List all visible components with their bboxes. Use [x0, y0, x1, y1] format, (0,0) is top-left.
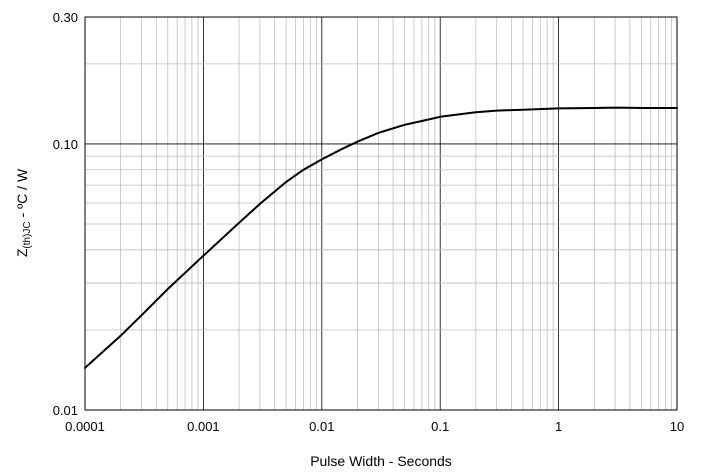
y-axis-title-subscript: (th)JC: [22, 221, 33, 248]
y-tick-labels: 0.01 0.10 0.30: [53, 10, 78, 418]
grid-lines: [84, 17, 677, 410]
x-tick-label: 0.0001: [65, 419, 105, 434]
series-line: [84, 106, 678, 369]
x-axis-title: Pulse Width - Seconds: [310, 453, 452, 469]
y-axis-title-suffix: - ºC / W: [14, 168, 30, 221]
x-tick-label: 0.001: [187, 419, 220, 434]
y-axis-title: Z(th)JC - ºC / W: [14, 168, 33, 257]
y-axis-title-prefix: Z: [14, 248, 30, 257]
x-tick-label: 0.01: [309, 419, 334, 434]
y-tick-label: 0.10: [53, 137, 78, 152]
x-tick-label: 0.1: [431, 419, 449, 434]
y-tick-label: 0.30: [53, 10, 78, 25]
y-tick-label: 0.01: [53, 403, 78, 418]
plot-background: [85, 17, 677, 410]
plot-frame: [84, 16, 678, 411]
x-tick-label: 10: [670, 419, 684, 434]
x-tick-label: 1: [555, 419, 562, 434]
series-group: [84, 106, 678, 369]
x-tick-labels: 0.0001 0.001 0.01 0.1 1 10: [65, 419, 684, 434]
